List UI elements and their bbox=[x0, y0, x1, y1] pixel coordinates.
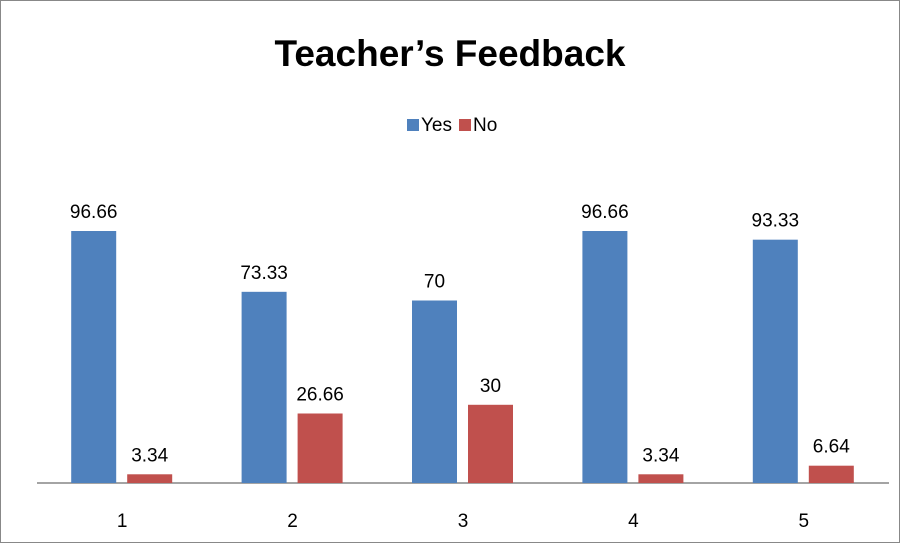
data-label: 30 bbox=[480, 376, 501, 397]
legend-swatch bbox=[407, 119, 419, 131]
x-tick-label: 3 bbox=[458, 511, 469, 532]
data-label: 73.33 bbox=[240, 263, 288, 284]
legend-swatch bbox=[459, 119, 471, 131]
bar bbox=[808, 465, 854, 483]
bar bbox=[582, 231, 628, 483]
bar bbox=[638, 474, 684, 483]
x-tick-label: 2 bbox=[287, 511, 298, 532]
data-label: 93.33 bbox=[752, 211, 800, 232]
legend-label: Yes bbox=[421, 115, 452, 136]
bar bbox=[412, 300, 457, 483]
x-tick-label: 4 bbox=[628, 511, 639, 532]
bar bbox=[241, 291, 287, 483]
bar bbox=[468, 404, 513, 483]
bar bbox=[752, 239, 798, 483]
data-label: 26.66 bbox=[296, 385, 344, 406]
data-label: 96.66 bbox=[70, 202, 118, 223]
bar bbox=[297, 413, 343, 483]
bar bbox=[127, 474, 173, 483]
x-tick-label: 5 bbox=[799, 511, 810, 532]
x-tick-label: 1 bbox=[117, 511, 128, 532]
chart-title: Teacher’s Feedback bbox=[275, 33, 626, 74]
bar bbox=[71, 231, 117, 483]
data-label: 3.34 bbox=[642, 445, 679, 466]
data-label: 6.64 bbox=[813, 437, 850, 458]
data-label: 70 bbox=[424, 272, 445, 293]
legend-label: No bbox=[473, 115, 497, 136]
data-label: 96.66 bbox=[581, 202, 629, 223]
data-label: 3.34 bbox=[131, 445, 168, 466]
